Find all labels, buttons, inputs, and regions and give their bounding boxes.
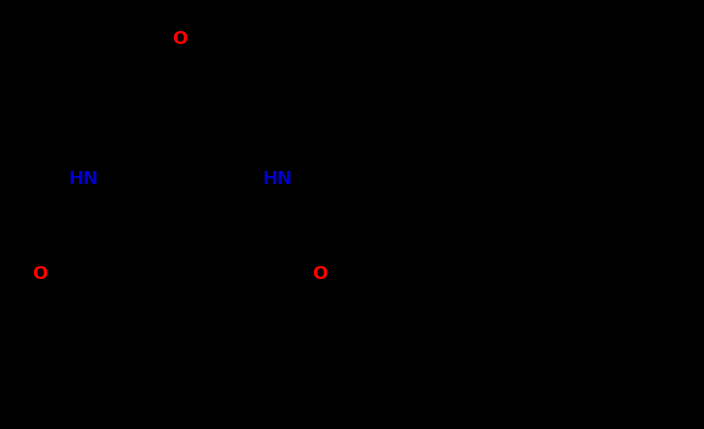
Text: HN: HN xyxy=(68,170,98,188)
Text: O: O xyxy=(313,265,327,283)
Text: O: O xyxy=(172,30,188,48)
Text: HN: HN xyxy=(262,170,292,188)
Text: O: O xyxy=(32,265,48,283)
